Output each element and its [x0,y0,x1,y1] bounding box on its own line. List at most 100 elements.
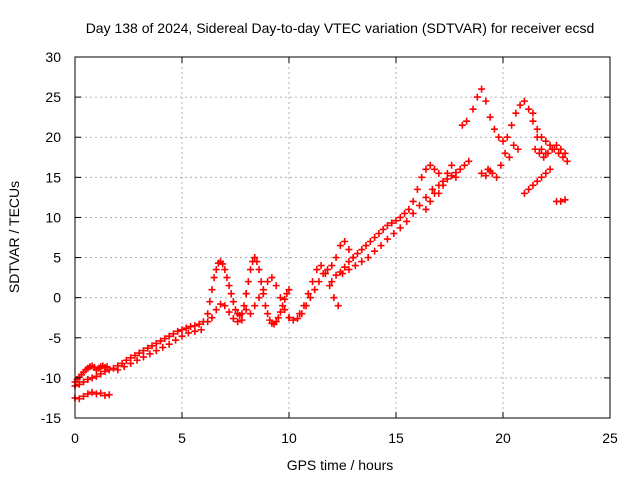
data-point [165,340,173,348]
data-point [251,254,259,262]
data-point [428,185,436,193]
data-point [544,149,552,157]
data-point [246,310,254,318]
data-point [443,169,451,177]
data-point [383,235,391,243]
data-point [345,266,353,274]
data-point [195,320,203,328]
data-point [172,336,180,344]
data-point [529,181,537,189]
data-point [75,395,83,403]
data-point [276,294,284,302]
chart-title: Day 138 of 2024, Sidereal Day-to-day VTE… [86,20,595,36]
data-point [422,165,430,173]
data-point [313,266,321,274]
data-point [538,145,546,153]
data-point [486,113,494,121]
data-point [221,302,229,310]
data-point [401,209,409,217]
data-point [317,262,325,270]
data-point [341,263,349,271]
data-point [553,141,560,149]
data-point [281,306,289,314]
y-tick-label: -5 [49,330,62,346]
data-point [234,318,242,326]
data-point [336,242,344,250]
data-point [538,133,546,141]
data-point [84,375,92,383]
data-point [520,189,528,197]
data-point [557,197,565,205]
data-point [345,246,353,254]
data-point [294,315,302,323]
y-tick-label: 25 [45,89,61,105]
data-point [110,364,118,372]
data-point [221,266,229,274]
data-point [219,260,227,268]
data-point [169,330,177,338]
data-point [257,278,265,286]
data-point [456,165,464,173]
data-point [208,286,216,294]
data-point [184,329,192,337]
data-point [435,169,443,177]
data-point [478,169,486,177]
data-point [503,133,511,141]
data-point [165,332,173,340]
data-point [122,356,130,364]
data-point [92,390,100,398]
data-point [458,121,466,129]
data-point [469,105,477,113]
y-tick-label: -15 [41,410,61,426]
data-point [418,173,426,181]
data-point [339,270,346,278]
data-point [510,141,518,149]
data-point [264,278,272,286]
data-point [242,290,250,298]
data-point [330,294,338,302]
data-point [482,172,490,180]
data-point [431,165,439,173]
data-point [208,314,216,322]
data-point [315,278,323,286]
x-tick-label: 20 [495,430,511,446]
data-point [229,298,237,306]
data-point [422,205,430,213]
x-tick-label: 5 [178,430,186,446]
data-point [499,137,507,145]
data-point [159,343,167,351]
data-point [88,374,96,382]
y-tick-label: -10 [41,370,61,386]
data-point [242,306,250,314]
data-point [514,145,522,153]
data-point [204,318,212,326]
data-point [84,390,92,398]
data-point [309,278,317,286]
data-point [135,349,143,357]
data-point [306,294,314,302]
data-point [272,282,280,290]
data-point [131,351,139,359]
data-point [561,196,569,204]
data-point [75,380,83,388]
data-point [261,302,269,310]
data-point [212,266,220,274]
data-point [542,169,550,177]
data-point [97,389,105,397]
data-point [435,189,443,197]
data-point [178,332,186,340]
data-point [148,342,156,350]
data-point [225,282,233,290]
data-point [255,266,263,274]
data-point [328,262,336,270]
data-point [304,290,312,298]
data-point [555,149,563,157]
data-point [388,219,396,227]
data-point [285,314,293,322]
data-point [152,347,160,355]
data-point [210,274,218,282]
data-point [392,217,400,225]
data-point [283,290,291,298]
data-point [379,225,387,233]
data-point [426,197,434,205]
